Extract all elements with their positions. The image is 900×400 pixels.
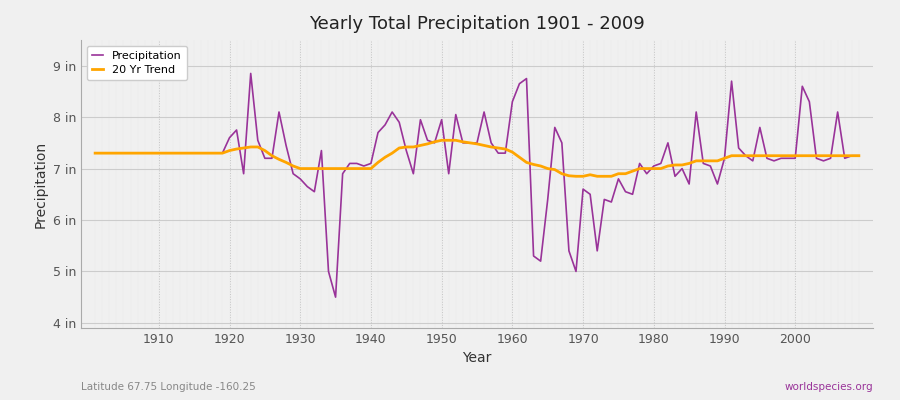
Precipitation (514, 81, 525, 86)
20 Yr Trend (90, 151, 101, 156)
Precipitation (606, 200, 616, 204)
Y-axis label: Precipitation: Precipitation (33, 140, 47, 228)
20 Yr Trend (302, 166, 312, 171)
20 Yr Trend (606, 174, 616, 179)
Precipitation (853, 153, 864, 158)
Text: worldspecies.org: worldspecies.org (785, 382, 873, 392)
20 Yr Trend (436, 138, 447, 143)
Line: Precipitation: Precipitation (95, 74, 859, 297)
20 Yr Trend (514, 155, 525, 160)
Precipitation (246, 71, 256, 76)
Title: Yearly Total Precipitation 1901 - 2009: Yearly Total Precipitation 1901 - 2009 (309, 15, 645, 33)
Precipitation (521, 76, 532, 81)
20 Yr Trend (147, 151, 158, 156)
20 Yr Trend (507, 150, 517, 154)
20 Yr Trend (345, 166, 356, 171)
Precipitation (358, 164, 369, 168)
Precipitation (90, 151, 101, 156)
Line: 20 Yr Trend: 20 Yr Trend (95, 140, 859, 176)
X-axis label: Year: Year (463, 352, 491, 366)
20 Yr Trend (571, 174, 581, 179)
Precipitation (309, 189, 320, 194)
20 Yr Trend (853, 153, 864, 158)
Precipitation (330, 295, 341, 300)
Legend: Precipitation, 20 Yr Trend: Precipitation, 20 Yr Trend (86, 46, 187, 80)
Precipitation (147, 151, 158, 156)
Text: Latitude 67.75 Longitude -160.25: Latitude 67.75 Longitude -160.25 (81, 382, 256, 392)
